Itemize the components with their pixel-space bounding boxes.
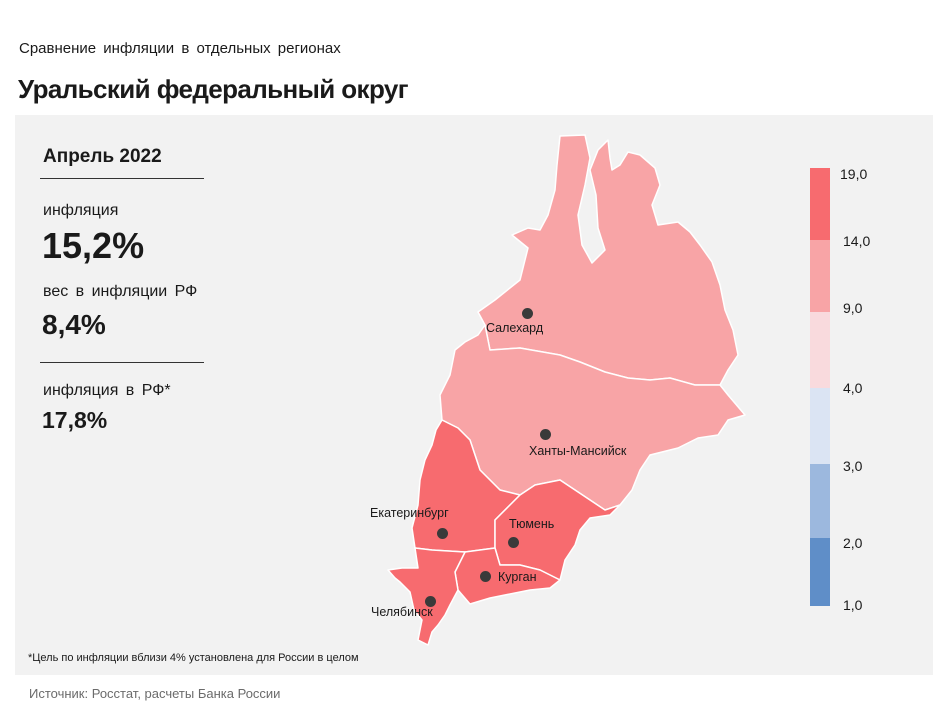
source-note: Источник: Росстат, расчеты Банка России: [29, 686, 281, 701]
period-label: Апрель 2022: [43, 146, 162, 167]
legend-label-2: 2,0: [843, 535, 863, 551]
region-kurgan: [454, 547, 561, 605]
city-label-salekhard: Салехард: [486, 321, 544, 335]
chart-subtitle: Сравнение инфляции в отдельных регионах: [19, 40, 341, 57]
city-label-tyumen: Тюмень: [509, 517, 555, 531]
rf-inflation-value: 17,8%: [42, 407, 108, 433]
legend-band-4-9: [810, 312, 830, 388]
city-label-kurgan: Курган: [498, 570, 537, 584]
chart-title: Уральский федеральный округ: [18, 74, 409, 104]
city-label-yekaterinburg: Екатеринбург: [370, 506, 449, 520]
region-yamal: [477, 134, 739, 386]
legend-label-3: 3,0: [843, 458, 863, 474]
weight-label: вес в инфляции РФ: [43, 283, 198, 300]
city-marker-tyumen: [508, 537, 519, 548]
legend-label-19: 19,0: [840, 166, 868, 182]
legend-band-3-4: [810, 388, 830, 464]
rf-inflation-label: инфляция в РФ*: [43, 382, 171, 399]
inflation-value: 15,2%: [42, 225, 145, 266]
legend-band-14-19: [810, 168, 830, 240]
legend-label-9: 9,0: [843, 300, 863, 316]
city-marker-khanty-mansiysk: [540, 429, 551, 440]
city-label-chelyabinsk: Челябинск: [371, 605, 433, 619]
divider-top: [40, 178, 204, 179]
city-marker-yekaterinburg: [437, 528, 448, 539]
legend-band-9-14: [810, 240, 830, 312]
city-marker-kurgan: [480, 571, 491, 582]
city-marker-chelyabinsk: [425, 596, 436, 607]
region-khmao: [439, 324, 746, 511]
legend-band-2-3: [810, 464, 830, 538]
legend-label-14: 14,0: [843, 233, 871, 249]
footnote: *Цель по инфляции вблизи 4% установлена …: [28, 652, 359, 664]
city-marker-salekhard: [522, 308, 533, 319]
divider-bottom: [40, 362, 204, 363]
city-label-khanty-mansiysk: Ханты-Мансийск: [529, 444, 627, 458]
legend-label-1: 1,0: [843, 597, 863, 613]
legend-band-1-2: [810, 538, 830, 606]
legend-label-4: 4,0: [843, 380, 863, 396]
weight-value: 8,4%: [42, 309, 106, 340]
inflation-label: инфляция: [43, 202, 119, 219]
